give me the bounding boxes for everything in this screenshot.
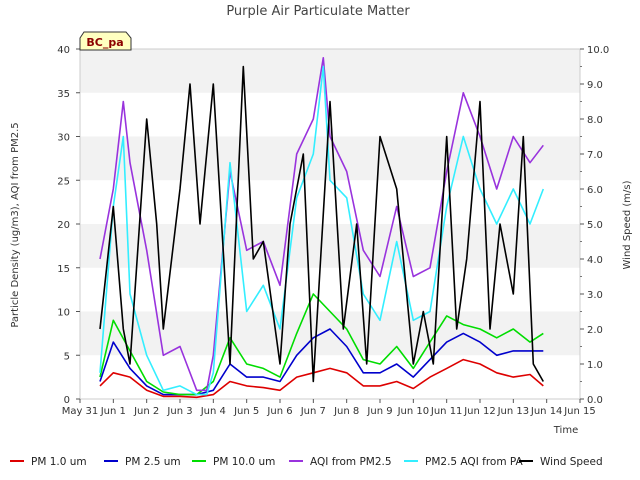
series-line-pm-2-5-um [99,328,544,396]
x-tick-label: Jun 14 [530,406,563,417]
grid-band [80,49,580,93]
legend-label: PM 2.5 um [125,456,181,468]
y-axis-right: 0.0 1.0 2.0 3.0 4.0 5.0 6.0 7.0 8.0 9.0 10.0 [580,45,609,406]
series-line-pm-10-0-um [99,293,544,396]
y-right-tick-label: 6.0 [587,185,603,196]
legend-label: AQI from PM2.5 [310,456,392,468]
x-tick-label: Jun 9 [366,406,392,417]
legend-label: Wind Speed [540,456,603,468]
legend: PM 1.0 um PM 2.5 um PM 10.0 um AQI from PM2… [10,456,603,468]
x-axis: May 31 Jun 1 Jun 2 Jun 3 Jun 4 Jun 5 Jun 6 Jun … [62,399,596,417]
y-left-tick-label: 40 [57,45,70,56]
site-badge-label: BC_pa [86,36,123,49]
y-right-tick-label: 9.0 [587,80,603,91]
x-tick-label: Jun 7 [300,406,326,417]
x-tick-label: Jun 13 [497,406,530,417]
legend-item: PM 10.0 um [192,456,275,468]
x-tick-label: Jun 8 [333,406,359,417]
y-left-tick-label: 30 [57,133,70,144]
grid-band [80,224,580,268]
y-left-tick-label: 5 [64,351,70,362]
grid-band [80,267,580,312]
y-right-tick-label: 8.0 [587,115,603,126]
x-tick-label: Jun 4 [200,406,226,417]
series-line-pm2-5-aqi-from-pa [99,65,545,396]
y-right-tick-label: 3.0 [587,290,603,301]
y-axis-right-label: Wind Speed (m/s) [622,180,633,269]
y-right-tick-label: 2.0 [587,325,603,336]
x-axis-label: Time [553,425,578,436]
y-left-tick-label: 20 [57,220,70,231]
legend-item: PM2.5 AQI from PA [404,456,524,468]
series-line-aqi-from-pm2-5 [99,56,544,392]
x-tick-label: May 31 [62,406,99,417]
x-tick-label: Jun 1 [100,406,126,417]
grid-bands [80,49,580,399]
x-tick-label: Jun 12 [463,406,496,417]
y-axis-left: 0 5 10 15 20 25 30 35 40 [57,45,80,406]
y-left-tick-label: 25 [57,176,70,187]
legend-label: PM 1.0 um [31,456,87,468]
y-right-tick-label: 7.0 [587,150,603,161]
y-left-tick-label: 10 [57,308,70,319]
series-line-wind-speed [99,65,544,383]
legend-label: PM 10.0 um [213,456,275,468]
grid-band [80,355,580,399]
y-right-tick-label: 10.0 [587,45,609,56]
series-line-pm-1-0-um [99,358,544,399]
y-left-tick-label: 15 [57,264,70,275]
y-left-tick-label: 0 [64,395,70,406]
chart-title: Purple Air Particulate Matter [226,4,410,19]
y-axis-left-label: Particle Density (ug/m3), AQI from PM2.5 [10,122,21,327]
x-tick-label: Jun 2 [133,406,159,417]
legend-label: PM2.5 AQI from PA [425,456,524,468]
x-tick-label: Jun 3 [166,406,192,417]
x-tick-label: Jun 11 [430,406,463,417]
x-tick-label: Jun 6 [266,406,292,417]
y-right-tick-label: 1.0 [587,360,603,371]
y-left-tick-label: 35 [57,89,70,100]
legend-item: PM 2.5 um [104,456,181,468]
x-tick-label: Jun 15 [563,406,596,417]
site-badge: BC_pa [79,31,132,51]
y-right-tick-label: 0.0 [587,395,603,406]
y-right-tick-label: 5.0 [587,220,603,231]
y-right-tick-label: 4.0 [587,255,603,266]
x-tick-label: Jun 10 [397,406,430,417]
x-tick-label: Jun 5 [233,406,259,417]
legend-item: AQI from PM2.5 [289,456,392,468]
legend-item: Wind Speed [519,456,603,468]
legend-item: PM 1.0 um [10,456,87,468]
series-layer [99,56,545,399]
